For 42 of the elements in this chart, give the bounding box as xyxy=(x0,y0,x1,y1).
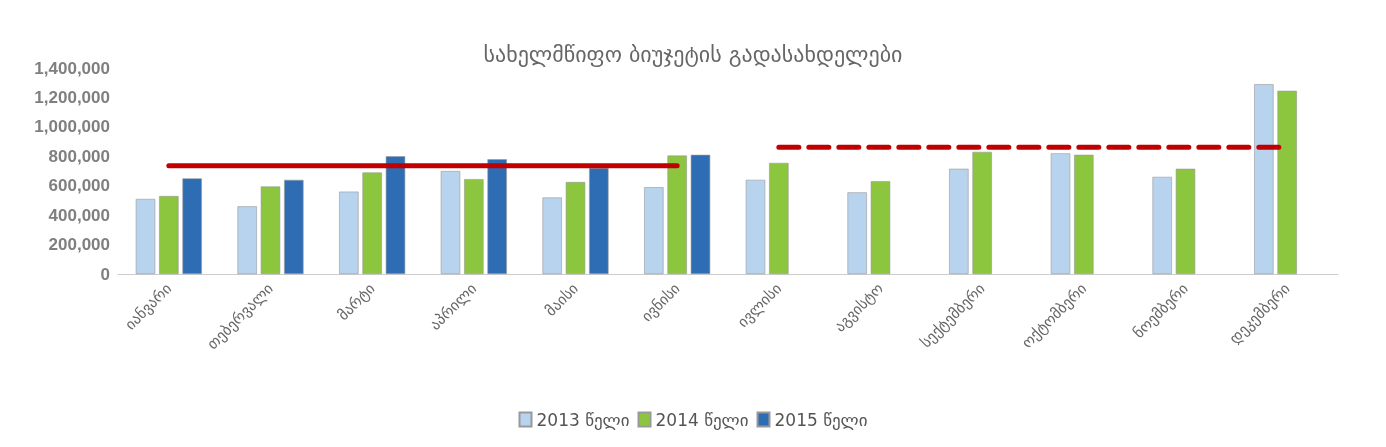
bar xyxy=(565,182,586,274)
legend-label: 2013 წელი xyxy=(536,409,630,430)
bar xyxy=(589,168,609,274)
y-tick-label: 200,000 xyxy=(48,235,110,255)
bar xyxy=(870,181,891,274)
y-tick-label: 1,000,000 xyxy=(34,117,110,137)
bar xyxy=(284,179,304,274)
bar xyxy=(1074,154,1094,274)
y-tick-label: 1,400,000 xyxy=(34,58,110,78)
legend-label: 2014 წელი xyxy=(655,409,749,430)
bar xyxy=(1254,84,1274,274)
legend-label: 2015 წელი xyxy=(774,409,868,430)
bar xyxy=(1050,153,1071,274)
y-tick-label: 800,000 xyxy=(48,146,110,166)
bar xyxy=(972,151,992,274)
bar xyxy=(464,179,484,274)
bar xyxy=(542,197,562,274)
bar xyxy=(644,187,664,274)
y-tick-label: 0 xyxy=(100,264,110,284)
bar xyxy=(667,155,687,274)
y-tick-label: 1,200,000 xyxy=(34,87,110,107)
bar xyxy=(440,171,461,274)
bar xyxy=(362,172,382,274)
bar xyxy=(769,162,789,274)
bar xyxy=(159,196,179,274)
bar xyxy=(135,198,156,274)
chart-title: სახელმწიფო ბიუჯეტის გადასახდელები xyxy=(483,41,903,67)
bar xyxy=(339,191,359,274)
bar xyxy=(690,154,711,274)
bar xyxy=(1175,168,1196,274)
bar xyxy=(745,179,766,274)
bar xyxy=(949,168,969,274)
bar xyxy=(487,159,507,274)
y-tick-label: 600,000 xyxy=(48,176,110,196)
y-tick-label: 400,000 xyxy=(48,205,110,225)
bar xyxy=(1152,176,1172,274)
bar xyxy=(260,186,281,274)
bar xyxy=(182,178,202,274)
bar xyxy=(385,156,406,274)
bar xyxy=(847,192,867,274)
bar xyxy=(1277,90,1297,274)
bar xyxy=(237,206,257,274)
